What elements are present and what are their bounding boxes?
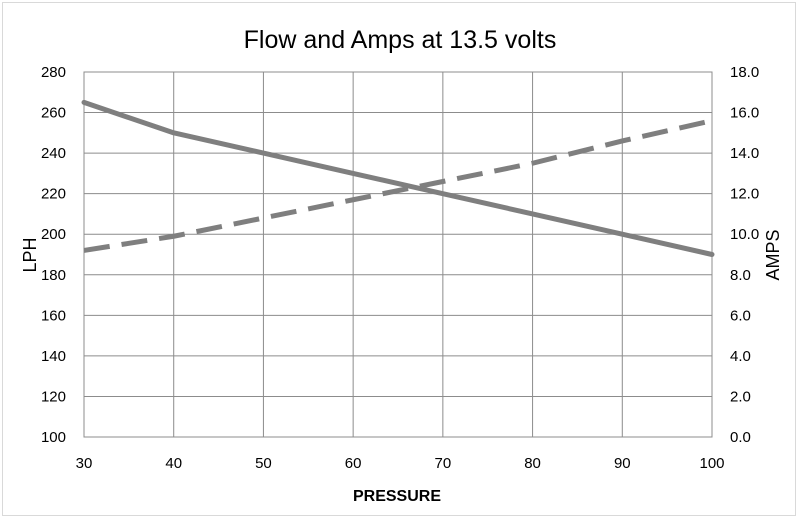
y-tick-label: 120 — [41, 388, 66, 405]
y2-axis-ticks: 0.0 2.0 4.0 6.0 8.0 10.0 12.0 14.0 16.0 18.0 — [730, 64, 759, 446]
lph-series-line — [81, 99, 715, 257]
x-tick-label: 30 — [76, 455, 93, 472]
y2-tick-label: 12.0 — [730, 186, 759, 203]
y-axis-ticks: 100 120 140 160 180 200 220 240 260 280 — [41, 64, 66, 446]
amps-series-line — [83, 118, 713, 253]
y2-axis-title: AMPS — [763, 229, 783, 280]
chart-title: Flow and Amps at 13.5 volts — [244, 26, 557, 54]
y-tick-label: 140 — [41, 348, 66, 365]
y-tick-label: 240 — [41, 145, 66, 162]
x-tick-label: 80 — [524, 455, 541, 472]
x-tick-label: 40 — [165, 455, 182, 472]
x-tick-label: 90 — [614, 455, 631, 472]
y2-tick-label: 4.0 — [730, 348, 751, 365]
y-tick-label: 280 — [41, 64, 66, 81]
x-tick-label: 70 — [435, 455, 452, 472]
y-tick-label: 200 — [41, 226, 66, 243]
x-tick-label: 50 — [255, 455, 272, 472]
y-tick-label: 220 — [41, 186, 66, 203]
y2-tick-label: 8.0 — [730, 267, 751, 284]
y2-tick-label: 18.0 — [730, 64, 759, 81]
y2-tick-label: 14.0 — [730, 145, 759, 162]
plot-area-border — [83, 71, 713, 438]
x-axis-ticks: 30 40 50 60 70 80 90 100 — [76, 455, 725, 472]
y-tick-label: 260 — [41, 105, 66, 122]
x-tick-label: 100 — [699, 455, 724, 472]
y2-tick-label: 2.0 — [730, 388, 751, 405]
y2-tick-label: 0.0 — [730, 429, 751, 446]
y-tick-label: 180 — [41, 267, 66, 284]
y2-tick-label: 10.0 — [730, 226, 759, 243]
y2-tick-label: 16.0 — [730, 105, 759, 122]
y-tick-label: 100 — [41, 429, 66, 446]
y-axis-title: LPH — [20, 237, 40, 272]
plot-border — [83, 71, 713, 438]
y-tick-label: 160 — [41, 307, 66, 324]
x-axis-title: PRESSURE — [353, 488, 441, 505]
x-tick-label: 60 — [345, 455, 362, 472]
series-layer — [81, 99, 715, 257]
y2-tick-label: 6.0 — [730, 307, 751, 324]
grid — [83, 71, 713, 438]
